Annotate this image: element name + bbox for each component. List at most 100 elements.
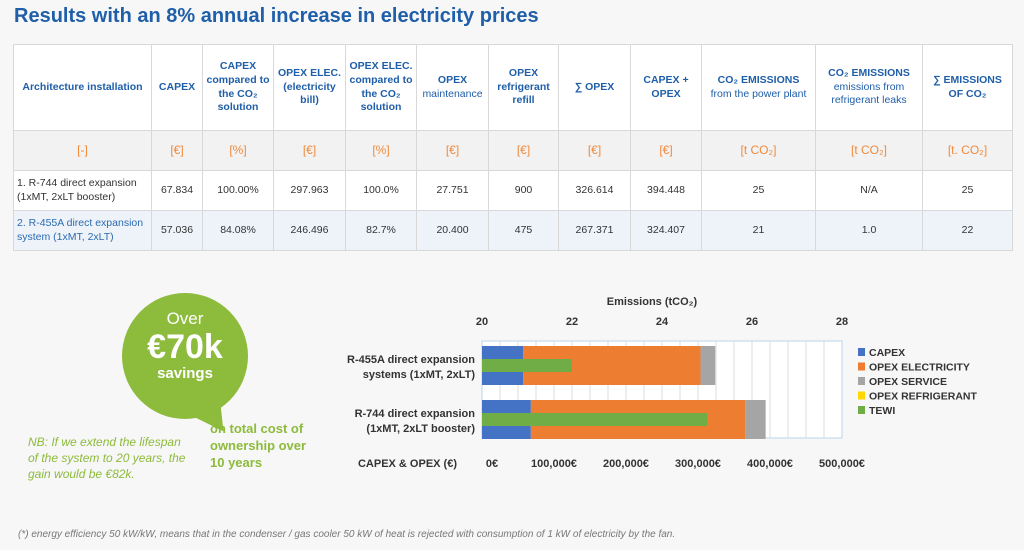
category-label: R-744 direct expansion (355, 408, 476, 420)
table-cell: 900 (488, 170, 559, 211)
bar-tewi (482, 413, 707, 426)
column-header-main: Architecture installation (22, 80, 143, 93)
units-row: [-] [€] [%] [€] [%] [€] [€] [€] [€] [t CO₂] [t CO₂… (13, 130, 1013, 171)
table-cell: 67.834 (151, 170, 203, 211)
unit-cell: [%] (202, 130, 274, 171)
bottom-tick-label: 0€ (486, 458, 498, 470)
bar-opex-refrigerant (765, 400, 767, 439)
savings-amount: €70k (147, 328, 223, 366)
table-cell: 394.448 (630, 170, 702, 211)
column-header: OPEX ELEC. compared to the CO₂ solution (345, 44, 417, 131)
column-header-main: OPEX ELEC. (electricity bill) (277, 67, 341, 107)
legend-label: TEWI (869, 405, 895, 417)
table-cell: 326.614 (558, 170, 631, 211)
results-table: Architecture installation CAPEX CAPEX comp… (13, 44, 1013, 251)
category-label: (1xMT, 2xLT booster) (366, 423, 475, 435)
top-tick-label: 28 (836, 316, 848, 328)
table-cell: 297.963 (273, 170, 346, 211)
bottom-tick-label: 100,000€ (531, 458, 577, 470)
row-label: 1. R-744 direct expansion (1xMT, 2xLT bo… (13, 170, 152, 211)
category-label: R-455A direct expansion (347, 354, 475, 366)
column-header-main: OPEX (437, 73, 468, 86)
tco-note: on total cost of ownership over 10 years (210, 421, 307, 470)
table-cell: 20.400 (416, 210, 489, 251)
column-header: OPEX maintenance (416, 44, 489, 131)
legend-swatch (858, 377, 865, 385)
column-header: CO₂ EMISSIONS emissions from refrigerant … (815, 44, 923, 131)
unit-cell: [t. CO₂] (922, 130, 1013, 171)
row-label: 2. R-455A direct expansion system (1xMT,… (13, 210, 152, 251)
unit-cell: [-] (13, 130, 152, 171)
column-header: Architecture installation (13, 44, 152, 131)
table-cell: 22 (922, 210, 1013, 251)
top-tick-label: 24 (656, 316, 669, 328)
legend-swatch (858, 362, 865, 371)
legend-label: OPEX SERVICE (869, 376, 947, 388)
table-cell: 84.08% (202, 210, 274, 251)
bottom-tick-label: 500,000€ (819, 458, 865, 470)
unit-cell: [€] (416, 130, 489, 171)
page-title: Results with an 8% annual increase in el… (14, 5, 539, 27)
table-cell: 246.496 (273, 210, 346, 251)
column-header: CAPEX compared to the CO₂ solution (202, 44, 274, 131)
table-cell: 57.036 (151, 210, 203, 251)
footnote: (*) energy efficiency 50 kW/kW, means th… (18, 529, 676, 540)
legend-label: CAPEX (869, 347, 905, 359)
top-axis-title: Emissions (tCO₂) (607, 296, 698, 308)
column-header-main: CAPEX compared to the CO₂ solution (206, 60, 270, 114)
table-cell: 25 (701, 170, 816, 211)
table-row: 1. R-744 direct expansion (1xMT, 2xLT bo… (13, 170, 1013, 211)
unit-cell: [%] (345, 130, 417, 171)
table-row: 2. R-455A direct expansion system (1xMT,… (13, 210, 1013, 251)
column-header-main: OPEX refrigerant refill (497, 67, 550, 107)
unit-cell: [€] (558, 130, 631, 171)
column-header-main: CAPEX (158, 80, 196, 93)
top-tick-label: 20 (476, 316, 488, 328)
table-cell: 100.0% (345, 170, 417, 211)
bottom-tick-label: 400,000€ (747, 458, 793, 470)
bar-opex-service (700, 346, 716, 385)
column-header: CO₂ EMISSIONS from the power plant (701, 44, 816, 131)
header-row: Architecture installation CAPEX CAPEX comp… (13, 44, 1013, 131)
unit-cell: [t CO₂] (701, 130, 816, 171)
table-cell: 475 (488, 210, 559, 251)
table-cell: 267.371 (558, 210, 631, 251)
legend-label: OPEX ELECTRICITY (869, 362, 970, 374)
column-header-sub: emissions from refrigerant leaks (831, 80, 907, 107)
unit-cell: [€] (273, 130, 346, 171)
unit-cell: [t CO₂] (815, 130, 923, 171)
top-tick-label: 22 (566, 316, 578, 328)
legend-swatch (858, 348, 865, 356)
column-header-main: ∑ EMISSIONS OF CO₂ (933, 73, 1002, 100)
table-cell: 21 (701, 210, 816, 251)
column-header-main: OPEX ELEC. compared to the CO₂ solution (349, 60, 413, 114)
savings-label: savings (157, 365, 213, 382)
unit-cell: [€] (630, 130, 702, 171)
table-cell: 324.407 (630, 210, 702, 251)
table-cell: N/A (815, 170, 923, 211)
column-header: ∑ OPEX (558, 44, 631, 131)
column-header: CAPEX + OPEX (630, 44, 702, 131)
unit-cell: [€] (151, 130, 203, 171)
table-cell: 27.751 (416, 170, 489, 211)
table-cell: 25 (922, 170, 1013, 211)
bar-tewi (482, 359, 572, 372)
column-header-main: ∑ OPEX (574, 80, 615, 93)
legend-swatch (858, 391, 865, 400)
bottom-axis-title: CAPEX & OPEX (€) (358, 458, 457, 470)
column-header: ∑ EMISSIONS OF CO₂ (922, 44, 1013, 131)
column-header: CAPEX (151, 44, 203, 131)
column-header-sub: maintenance (422, 87, 483, 100)
unit-cell: [€] (488, 130, 559, 171)
column-header-sub: from the power plant (710, 87, 807, 100)
table-cell: 1.0 (815, 210, 923, 251)
top-tick-label: 26 (746, 316, 758, 328)
column-header: OPEX refrigerant refill (488, 44, 559, 131)
table-cell: 82.7% (345, 210, 417, 251)
bar-opex-service (745, 400, 766, 439)
savings-over: Over (166, 309, 204, 328)
bottom-tick-label: 200,000€ (603, 458, 649, 470)
bottom-tick-label: 300,000€ (675, 458, 721, 470)
nb-note: NB: If we extend the lifespan of the sys… (28, 435, 186, 481)
column-header: OPEX ELEC. (electricity bill) (273, 44, 346, 131)
